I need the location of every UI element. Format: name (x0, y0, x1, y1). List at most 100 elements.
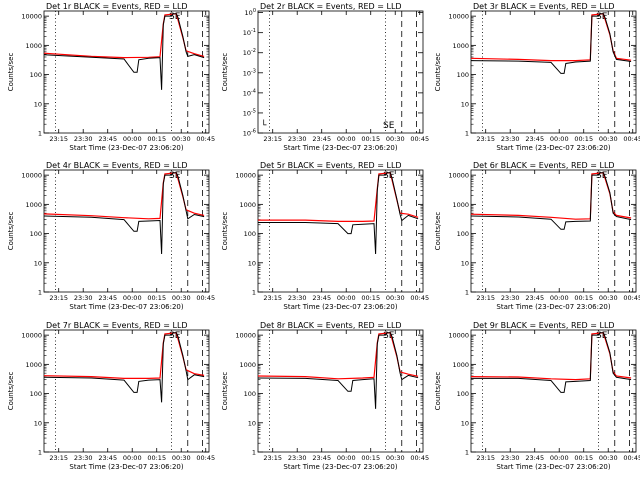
panel-2: Det 2r BLACK = Events, RED = LLD Start Ti… (221, 2, 429, 152)
x-tick-label: 23:45 (525, 135, 544, 143)
x-axis-label: Start Time (23-Dec-07 23:06:20) (283, 463, 397, 471)
x-tick-label: 00:15 (574, 294, 593, 302)
y-tick-label: 1 (465, 289, 469, 297)
x-tick-label: 23:15 (49, 294, 68, 302)
x-tick-label: 00:15 (147, 135, 166, 143)
x-tick-label: 00:45 (410, 135, 429, 143)
x-tick-label: 00:30 (599, 135, 618, 143)
y-tick-label: 1 (38, 449, 42, 457)
panel-3: Det 3r BLACK = Events, RED = LLD Start Ti… (434, 2, 640, 152)
x-tick-label: 23:45 (525, 294, 544, 302)
x-tick-label: 00:45 (196, 294, 215, 302)
x-tick-label: 23:30 (501, 454, 520, 462)
x-tick-label: 23:15 (49, 135, 68, 143)
x-tick-label: 00:30 (172, 135, 191, 143)
y-tick-label: 1 (465, 130, 469, 138)
series-events-line (258, 332, 419, 409)
y-tick-label: 1 (465, 449, 469, 457)
series-events-line (471, 172, 632, 230)
se-annotation: SE (596, 171, 608, 181)
x-tick-label: 23:30 (288, 454, 307, 462)
y-tick-label: 100 (457, 71, 469, 79)
series-events-line (471, 13, 632, 74)
panel-4: Det 4r BLACK = Events, RED = LLD Start Ti… (7, 161, 215, 311)
x-tick-label: 00:15 (147, 294, 166, 302)
x-tick-label: 23:30 (501, 294, 520, 302)
x-tick-label: 00:45 (623, 454, 640, 462)
series-events-line (44, 13, 205, 90)
x-tick-label: 00:45 (410, 294, 429, 302)
y-axis-label: Counts/sec (7, 212, 15, 251)
y-tick-label: 10000 (21, 13, 42, 21)
x-tick-label: 00:00 (337, 294, 356, 302)
x-tick-label: 23:30 (74, 454, 93, 462)
y-tick-label: 10 (248, 259, 256, 267)
y-tick-label: 10-5 (243, 108, 256, 117)
x-tick-label: 00:45 (196, 135, 215, 143)
panel-8: Det 8r BLACK = Events, RED = LLD Start Ti… (221, 321, 429, 471)
se-annotation: SE (383, 121, 395, 131)
plot-frame (470, 169, 637, 293)
se-annotation: SE (383, 331, 395, 341)
y-tick-label: 10000 (21, 172, 42, 180)
se-annotation: SE (169, 171, 181, 181)
panel-title: Det 7r BLACK = Events, RED = LLD (46, 321, 188, 330)
x-tick-label: 00:30 (386, 294, 405, 302)
x-tick-label: 00:00 (337, 454, 356, 462)
se-annotation: SE (596, 331, 608, 341)
x-tick-label: 00:15 (361, 135, 380, 143)
y-tick-label: 10 (34, 419, 42, 427)
y-tick-label: 10 (461, 100, 469, 108)
x-tick-label: 23:15 (476, 454, 495, 462)
plot-frame (470, 329, 637, 453)
x-tick-label: 00:30 (172, 454, 191, 462)
x-tick-label: 23:45 (312, 454, 331, 462)
se-annotation: SE (596, 12, 608, 22)
y-axis-label: Counts/sec (221, 372, 229, 411)
y-tick-label: 100 (244, 390, 256, 398)
y-tick-label: 10 (34, 259, 42, 267)
panel-title: Det 3r BLACK = Events, RED = LLD (473, 2, 615, 11)
y-tick-label: 1000 (452, 42, 469, 50)
x-tick-label: 23:30 (74, 135, 93, 143)
plot-frame (43, 329, 210, 453)
y-tick-label: 1000 (25, 201, 42, 209)
y-tick-label: 10-6 (243, 129, 256, 138)
y-tick-label: 10-4 (243, 88, 256, 97)
x-tick-label: 00:15 (574, 135, 593, 143)
x-tick-label: 00:30 (172, 294, 191, 302)
y-tick-label: 10000 (448, 13, 469, 21)
x-tick-label: 00:00 (123, 454, 142, 462)
panel-6: Det 6r BLACK = Events, RED = LLD Start Ti… (434, 161, 640, 311)
panel-7: Det 7r BLACK = Events, RED = LLD Start Ti… (7, 321, 215, 471)
x-tick-label: 23:15 (476, 294, 495, 302)
x-tick-label: 23:15 (263, 454, 282, 462)
y-tick-label: 10000 (448, 332, 469, 340)
y-tick-label: 1000 (25, 361, 42, 369)
plot-frame (257, 10, 424, 134)
x-tick-label: 00:45 (410, 454, 429, 462)
y-tick-label: 10000 (235, 172, 256, 180)
y-tick-label: 100 (30, 71, 42, 79)
y-axis-label: Counts/sec (7, 372, 15, 411)
x-tick-label: 00:15 (574, 454, 593, 462)
panel-title: Det 2r BLACK = Events, RED = LLD (260, 2, 402, 11)
x-tick-label: 00:00 (337, 135, 356, 143)
se-annotation: SE (383, 171, 395, 181)
x-tick-label: 23:45 (312, 135, 331, 143)
x-tick-label: 23:15 (49, 454, 68, 462)
y-tick-label: 10000 (448, 172, 469, 180)
y-tick-label: 10-2 (243, 48, 256, 57)
y-tick-label: 1 (38, 289, 42, 297)
panel-title: Det 8r BLACK = Events, RED = LLD (260, 321, 402, 330)
y-tick-label: 1000 (239, 201, 256, 209)
x-tick-label: 00:45 (196, 454, 215, 462)
x-tick-label: 00:00 (123, 294, 142, 302)
x-axis-label: Start Time (23-Dec-07 23:06:20) (69, 303, 183, 311)
panel-5: Det 5r BLACK = Events, RED = LLD Start Ti… (221, 161, 429, 311)
plot-frame (43, 10, 210, 134)
x-tick-label: 23:15 (263, 294, 282, 302)
y-tick-label: 10-3 (243, 68, 256, 77)
se-annotation: SE (169, 12, 181, 22)
y-tick-label: 100 (457, 390, 469, 398)
